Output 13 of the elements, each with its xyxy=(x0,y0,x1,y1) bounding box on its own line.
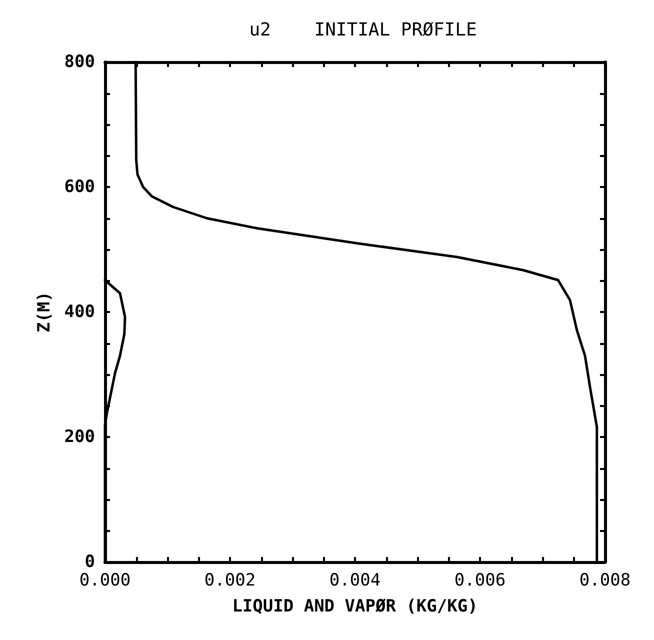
x-tick-label: 0.002 xyxy=(204,570,256,590)
x-axis-title: LIQUID AND VAPØR (KG/KG) xyxy=(232,596,478,616)
y-tick-label: 0 xyxy=(84,552,95,572)
y-tick-label: 600 xyxy=(64,177,95,197)
x-tick-label: 0.004 xyxy=(329,570,381,590)
chart-title: u2 INITIAL PRØFILE xyxy=(249,20,477,40)
x-tick-label: 0.006 xyxy=(454,570,506,590)
x-tick-label: 0.008 xyxy=(579,570,631,590)
y-tick-label: 200 xyxy=(64,427,95,447)
y-axis-title: Z(M) xyxy=(34,292,54,332)
y-tick-label: 400 xyxy=(64,302,95,322)
y-tick-label: 800 xyxy=(64,52,95,72)
x-tick-label: 0.000 xyxy=(79,570,131,590)
